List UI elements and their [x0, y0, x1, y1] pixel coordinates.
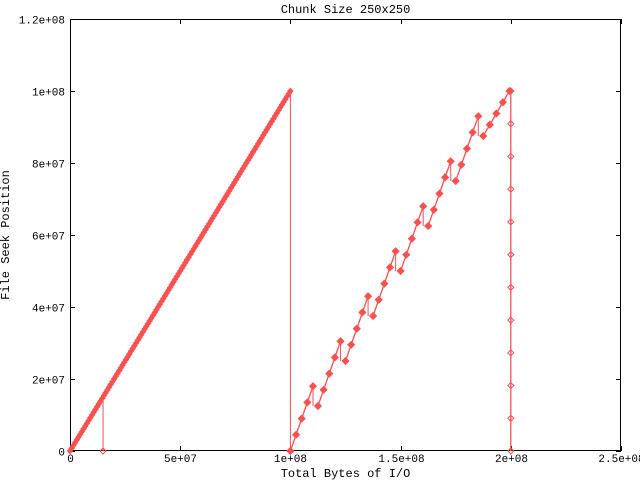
svg-text:6e+07: 6e+07	[32, 232, 65, 244]
svg-text:1e+08: 1e+08	[274, 454, 307, 466]
svg-text:2.5e+08: 2.5e+08	[598, 454, 640, 466]
svg-text:1.2e+08: 1.2e+08	[19, 16, 65, 28]
svg-text:Chunk Size 250x250: Chunk Size 250x250	[281, 3, 411, 17]
svg-text:2e+07: 2e+07	[32, 376, 65, 388]
svg-text:1e+08: 1e+08	[32, 88, 65, 100]
svg-text:1.5e+08: 1.5e+08	[378, 454, 424, 466]
svg-text:2e+08: 2e+08	[495, 454, 528, 466]
svg-text:8e+07: 8e+07	[32, 160, 65, 172]
svg-text:0: 0	[58, 448, 65, 460]
svg-text:File Seek Position: File Seek Position	[0, 170, 13, 300]
svg-text:4e+07: 4e+07	[32, 304, 65, 316]
svg-text:0: 0	[67, 454, 74, 466]
svg-text:Total Bytes of I/O: Total Bytes of I/O	[281, 467, 411, 480]
svg-text:5e+07: 5e+07	[164, 454, 197, 466]
